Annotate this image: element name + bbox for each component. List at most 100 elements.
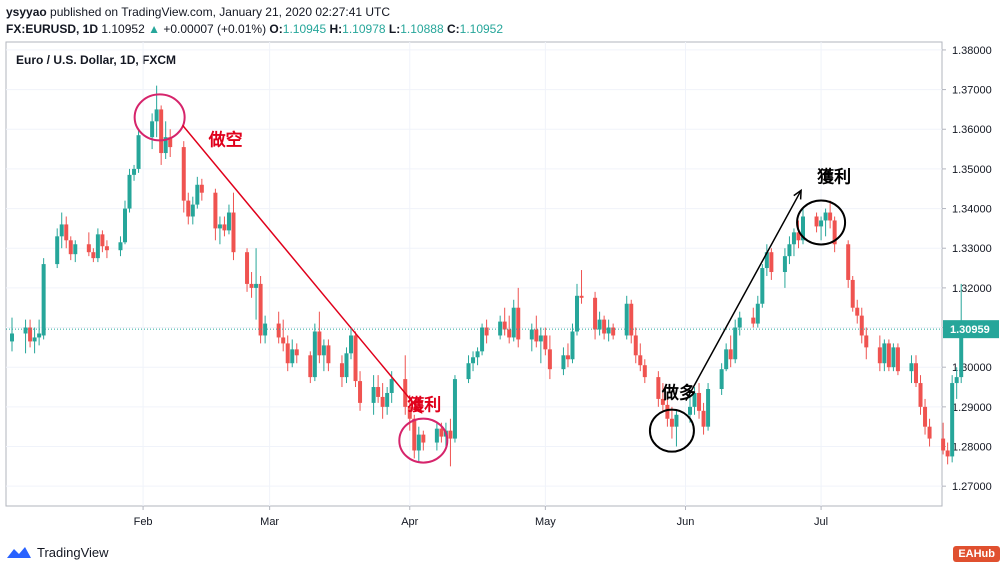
candle-body xyxy=(823,212,828,221)
candle-body xyxy=(724,349,729,370)
candle-body xyxy=(611,327,616,336)
candle xyxy=(226,204,231,235)
candle-body xyxy=(579,295,584,298)
candle xyxy=(263,315,268,344)
high-value: 1.10978 xyxy=(342,22,386,36)
candle-body xyxy=(927,426,932,439)
candle-body xyxy=(864,335,869,348)
candle xyxy=(86,232,91,257)
candle-body xyxy=(543,335,548,350)
candle xyxy=(565,343,570,368)
candle xyxy=(339,355,344,388)
chart-title: Euro / U.S. Dollar, 1D, FXCM xyxy=(16,53,176,67)
candle xyxy=(452,375,457,443)
candle-body xyxy=(801,216,805,241)
plot-area xyxy=(5,41,943,507)
candle-body xyxy=(349,335,353,354)
candle xyxy=(787,236,792,265)
candle-body xyxy=(606,327,611,334)
candle-body xyxy=(737,317,742,328)
y-tick-label: 1.36000 xyxy=(952,124,992,136)
candle-body xyxy=(127,174,132,209)
y-tick-label: 1.29000 xyxy=(952,402,992,414)
candle xyxy=(32,327,37,354)
candle xyxy=(55,228,60,269)
candle-body xyxy=(914,363,918,384)
candle xyxy=(886,339,891,372)
candle xyxy=(95,228,100,263)
last-price-label: 1.30959 xyxy=(950,324,990,336)
candle xyxy=(877,335,882,372)
candle xyxy=(769,248,774,280)
candle xyxy=(706,383,711,431)
candle xyxy=(823,208,828,237)
low-label: L: xyxy=(388,22,401,36)
candle-body xyxy=(547,349,552,370)
candle xyxy=(168,129,173,158)
candle-body xyxy=(529,329,534,340)
candle-body xyxy=(688,406,692,415)
candle-body xyxy=(226,212,231,231)
candle-body xyxy=(59,224,64,237)
candle-body xyxy=(791,232,796,245)
candle xyxy=(724,343,729,372)
candle-body xyxy=(64,224,69,241)
candle xyxy=(697,383,702,419)
author-name: ysyyao xyxy=(6,5,47,19)
candle xyxy=(733,319,738,364)
y-tick-label: 1.38000 xyxy=(952,45,992,57)
candle xyxy=(64,216,69,249)
x-tick-label: Jul xyxy=(814,516,828,528)
long-trend-arrow xyxy=(685,190,802,402)
candle-body xyxy=(886,343,891,368)
candle-body xyxy=(290,349,295,364)
candle xyxy=(561,347,566,376)
candle xyxy=(68,236,73,261)
candle-body xyxy=(412,418,417,451)
y-tick-label: 1.37000 xyxy=(952,85,992,97)
candle xyxy=(660,383,665,411)
candle-body xyxy=(199,184,204,193)
candle-body xyxy=(10,333,14,342)
candle xyxy=(213,188,218,241)
candle-body xyxy=(850,279,855,308)
candle xyxy=(317,311,322,364)
candle xyxy=(597,311,602,336)
long-arrowhead-icon xyxy=(793,188,802,200)
candle-body xyxy=(249,283,254,288)
candle xyxy=(538,327,543,364)
candle-body xyxy=(692,392,697,407)
open-label: O: xyxy=(269,22,283,36)
candle xyxy=(412,414,417,459)
candle-body xyxy=(475,351,480,358)
candle xyxy=(416,426,421,463)
publish-info: ysyyao published on TradingView.com, Jan… xyxy=(6,5,390,19)
candle-body xyxy=(466,363,471,380)
y-tick-label: 1.35000 xyxy=(952,164,992,176)
y-tick-label: 1.30000 xyxy=(952,362,992,374)
candle-body xyxy=(674,414,679,427)
long-exit-circle xyxy=(796,199,847,246)
candle-body xyxy=(538,335,543,342)
candle-body xyxy=(706,389,711,427)
candle xyxy=(186,192,191,225)
candle xyxy=(231,192,236,261)
candle-body xyxy=(814,216,819,227)
y-tick-label: 1.27000 xyxy=(952,481,992,493)
candle-body xyxy=(561,355,566,370)
candle xyxy=(941,422,946,455)
long-exit-label: 獲利 xyxy=(817,166,851,187)
time-axis[interactable]: Feb Mar Apr May Jun Jul xyxy=(134,42,829,528)
candle xyxy=(796,220,801,249)
candle-body xyxy=(624,303,629,336)
candle-body xyxy=(434,428,439,443)
footer-brand[interactable]: TradingView xyxy=(6,544,109,560)
candle-body xyxy=(855,307,860,316)
candle-body xyxy=(380,396,385,407)
candle-body xyxy=(285,343,290,364)
candle xyxy=(954,367,959,399)
candle-body xyxy=(665,404,670,419)
candle-body xyxy=(782,256,787,273)
